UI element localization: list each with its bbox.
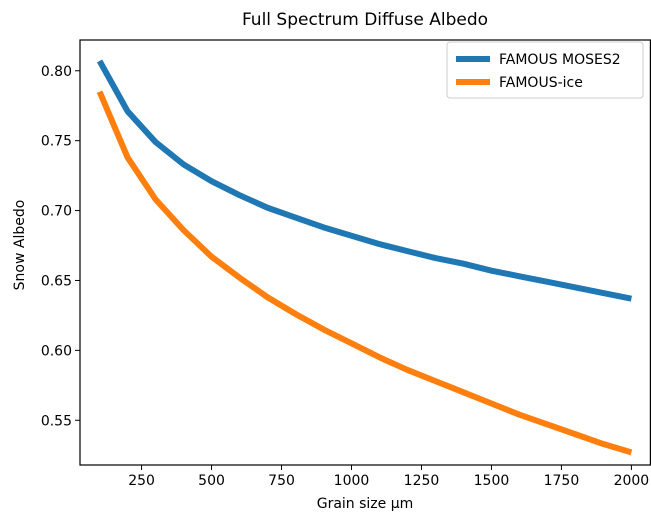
x-tick-label: 250: [128, 473, 155, 489]
plot-area: 250 500 750 1000 1250 1500 1750 2000 0.55 0.60 0.6…: [41, 39, 651, 489]
legend-box: [446, 41, 644, 99]
legend-label-1: FAMOUS MOSES2: [499, 52, 621, 68]
y-axis-label: Snow Albedo: [12, 200, 28, 291]
x-tick-label: 1500: [474, 473, 510, 489]
y-tick-label: 0.75: [41, 134, 72, 150]
series-line-1: [96, 59, 632, 302]
x-tick-label: 750: [268, 473, 295, 489]
chart-title: Full Spectrum Diffuse Albedo: [242, 10, 488, 30]
x-tick-label: 1250: [404, 473, 440, 489]
y-tick-label: 0.70: [41, 204, 72, 220]
y-tick-label: 0.60: [41, 343, 72, 359]
y-tick-label: 0.65: [41, 273, 72, 289]
series-line-2: [96, 90, 633, 456]
x-tick-label: 1000: [334, 473, 370, 489]
x-tick-label: 1750: [544, 473, 580, 489]
y-tick-label: 0.80: [41, 64, 72, 80]
legend-label-2: FAMOUS-ice: [499, 75, 583, 91]
y-tick-label: 0.55: [41, 413, 72, 429]
x-tick-label: 500: [198, 473, 225, 489]
plot-frame: [79, 39, 651, 466]
x-axis-label: Grain size μm: [317, 496, 414, 512]
x-tick-label: 2000: [614, 473, 650, 489]
legend: FAMOUS MOSES2 FAMOUS-ice: [446, 41, 644, 99]
